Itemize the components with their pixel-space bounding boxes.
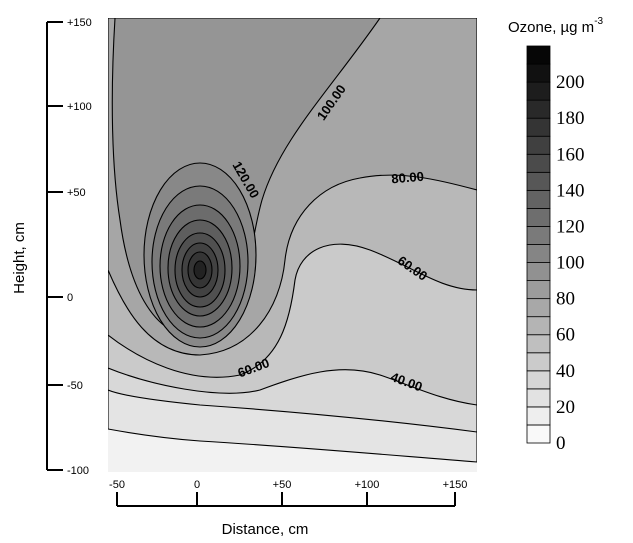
colorbar-title-superscript: -3 (594, 16, 603, 27)
y-axis-title: Height, cm (11, 222, 28, 294)
y-tick-label: +50 (67, 187, 86, 199)
colorbar-box (526, 244, 551, 263)
colorbar-tick-label: 200 (556, 72, 585, 93)
colorbar-title-text: Ozone, µg m (508, 19, 594, 36)
contour-label: 80.00 (391, 169, 425, 187)
colorbar-box (526, 280, 551, 300)
colorbar-box (526, 370, 551, 390)
colorbar-tick-label: 180 (556, 108, 585, 129)
y-tick-label: +100 (67, 101, 92, 113)
colorbar-box (526, 81, 551, 101)
colorbar-tick-label: 120 (556, 216, 585, 237)
colorbar-box (526, 208, 551, 227)
colorbar-box (526, 99, 551, 119)
colorbar-box (526, 153, 551, 173)
colorbar-box (526, 135, 551, 155)
colorbar-box (526, 45, 551, 65)
colorbar-tick-label: 140 (556, 180, 585, 201)
band (193, 260, 207, 280)
x-tick-label: 0 (194, 479, 200, 491)
x-tick-label: +100 (355, 479, 380, 491)
colorbar-box (526, 424, 551, 444)
colorbar-box (526, 334, 551, 354)
colorbar-tick-label: 60 (556, 325, 575, 346)
colorbar-box (526, 189, 551, 209)
y-tick-label: 0 (67, 292, 73, 304)
colorbar-box (526, 117, 551, 137)
colorbar-box (526, 406, 551, 426)
colorbar-tick-label: 0 (556, 433, 566, 454)
colorbar-tick-label: 40 (556, 361, 575, 382)
y-tick-label: -100 (67, 465, 89, 477)
colorbar-box (526, 352, 551, 372)
colorbar-tick-label: 100 (556, 253, 585, 274)
colorbar-box (526, 63, 551, 83)
colorbar-tick-label: 80 (556, 289, 575, 310)
colorbar-box (526, 226, 551, 245)
colorbar-box (526, 262, 551, 281)
colorbar-tick-label: 20 (556, 397, 575, 418)
x-tick-label: -50 (109, 479, 125, 491)
colorbar-box (526, 171, 551, 191)
colorbar-title: Ozone, µg m-3 (508, 16, 604, 36)
contour-field (108, 18, 477, 472)
colorbar-box (526, 388, 551, 408)
x-tick-label: +150 (443, 479, 468, 491)
y-tick-label: +150 (67, 17, 92, 29)
colorbar-tick-label: 160 (556, 144, 585, 165)
y-tick-label: -50 (67, 380, 83, 392)
x-tick-label: +50 (273, 479, 292, 491)
colorbar-box (526, 298, 551, 318)
x-axis-title: Distance, cm (222, 521, 309, 538)
colorbar-box (526, 316, 551, 336)
